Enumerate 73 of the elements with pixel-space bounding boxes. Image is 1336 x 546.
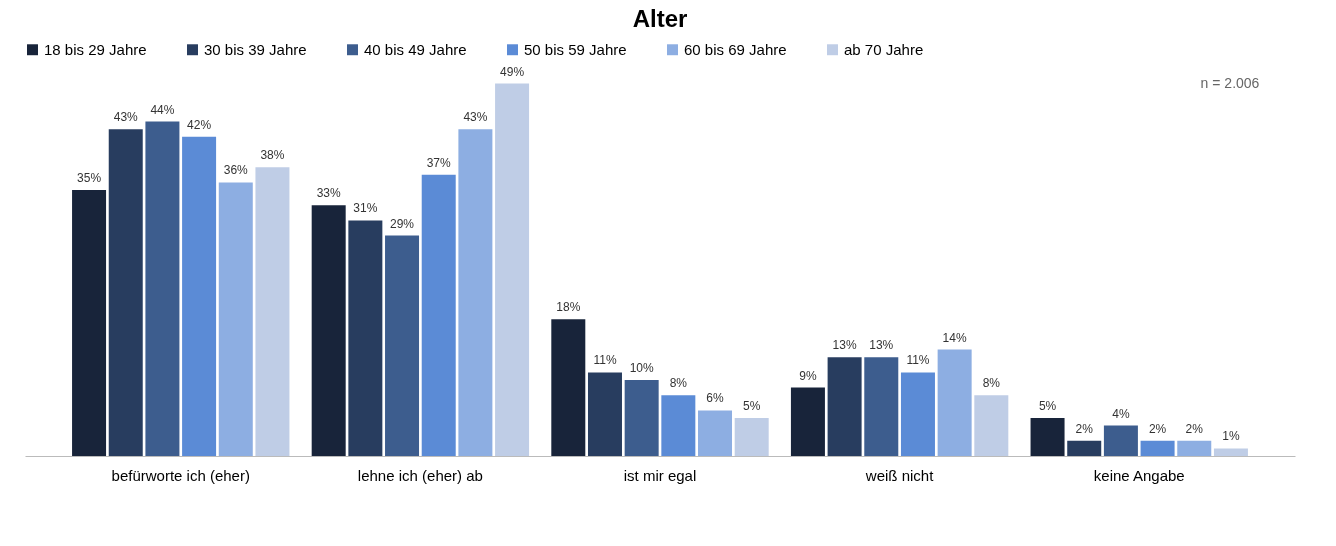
x-tick-label: weiß nicht	[864, 466, 935, 484]
bar	[458, 129, 493, 456]
data-label: 31%	[353, 201, 378, 216]
bar	[182, 136, 217, 456]
bar	[698, 410, 733, 456]
data-label: 1%	[1222, 429, 1240, 444]
data-label: 5%	[743, 399, 761, 413]
bar	[421, 174, 456, 456]
bar	[624, 380, 659, 456]
data-label: 43%	[463, 110, 488, 125]
bar	[1177, 440, 1212, 456]
bar	[864, 357, 899, 456]
data-label: 44%	[150, 102, 175, 117]
bar	[587, 372, 622, 456]
bar	[108, 129, 143, 456]
data-label: 8%	[669, 376, 688, 391]
data-label: 11%	[906, 353, 930, 368]
bar	[255, 167, 290, 456]
data-label: 11%	[593, 353, 617, 368]
data-label: 37%	[426, 155, 452, 170]
bar	[1103, 425, 1138, 456]
data-label: 6%	[706, 391, 725, 406]
x-tick-label: befürworte ich (eher)	[111, 466, 250, 484]
bar	[661, 395, 696, 456]
bar	[145, 121, 180, 456]
data-label: 2%	[1075, 421, 1094, 436]
bar	[495, 83, 530, 456]
data-label: 29%	[390, 216, 415, 231]
data-label: 35%	[77, 171, 102, 185]
data-label: 5%	[1038, 399, 1057, 413]
bar	[974, 395, 1009, 456]
data-label: 9%	[799, 368, 817, 383]
bar	[1140, 440, 1175, 456]
data-label: 43%	[113, 110, 139, 125]
bar	[734, 418, 769, 456]
x-tick-label: keine Angabe	[1093, 466, 1185, 484]
legend-label: 30 bis 39 Jahre	[204, 40, 307, 58]
data-label: 42%	[187, 117, 212, 132]
x-tick-label: ist mir egal	[623, 466, 697, 484]
legend-label: ab 70 Jahre	[844, 40, 924, 58]
legend-label: 50 bis 59 Jahre	[524, 40, 627, 58]
data-label: 18%	[556, 300, 581, 315]
chart-title: Alter	[632, 5, 688, 32]
legend-label: 60 bis 69 Jahre	[684, 40, 787, 58]
data-label: 8%	[982, 376, 1001, 391]
data-label: 13%	[832, 338, 857, 353]
bar	[551, 319, 586, 456]
bar	[1067, 440, 1102, 456]
legend-label: 40 bis 49 Jahre	[364, 40, 467, 58]
bar	[348, 220, 383, 456]
bar	[900, 372, 935, 456]
data-label: 13%	[869, 338, 894, 353]
data-label: 2%	[1185, 421, 1204, 436]
data-label: 2%	[1148, 421, 1167, 436]
data-label: 49%	[500, 64, 525, 79]
bar	[218, 182, 253, 456]
x-tick-label: lehne ich (eher) ab	[357, 466, 483, 484]
data-label: 14%	[942, 330, 967, 345]
data-label: 10%	[629, 361, 654, 375]
bar	[827, 357, 862, 456]
bar	[311, 205, 346, 456]
bar	[790, 387, 825, 456]
data-label: 4%	[1112, 406, 1130, 421]
annotation: n = 2.006	[1200, 75, 1260, 91]
bar	[1030, 418, 1065, 456]
bar	[385, 235, 420, 456]
bar	[1213, 448, 1248, 456]
legend-label: 18 bis 29 Jahre	[44, 40, 147, 58]
bar	[72, 190, 107, 456]
data-label: 36%	[223, 163, 249, 178]
bar	[937, 349, 972, 456]
data-label: 38%	[260, 148, 285, 163]
data-label: 33%	[316, 186, 342, 201]
